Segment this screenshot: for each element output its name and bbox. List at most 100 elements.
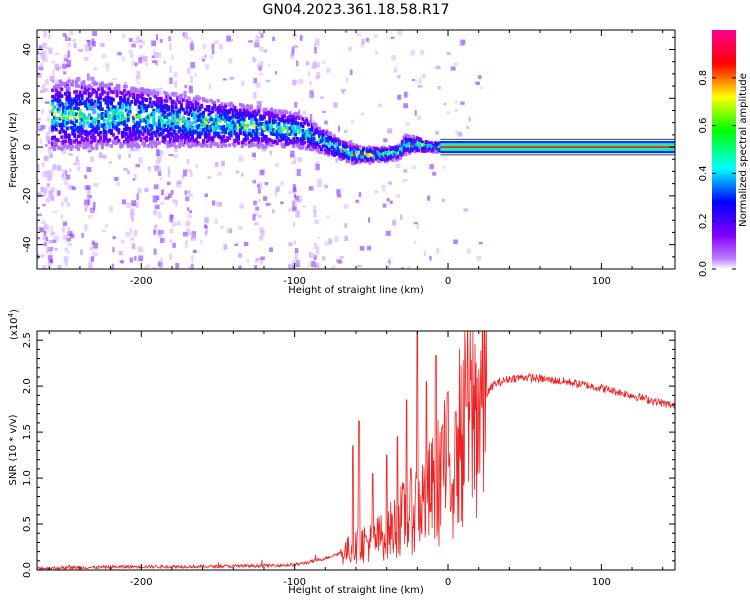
heatmap-speck bbox=[295, 199, 301, 203]
heatmap-cell bbox=[137, 100, 141, 104]
heatmap-cell bbox=[306, 144, 310, 148]
heatmap-column-cell bbox=[42, 171, 47, 177]
heatmap-speck bbox=[435, 248, 440, 254]
heatmap-column-cell bbox=[294, 260, 299, 265]
heatmap-column-cell bbox=[89, 76, 95, 81]
heatmap-column-cell bbox=[84, 174, 88, 179]
heatmap-cell bbox=[284, 110, 288, 115]
heatmap-column-cell bbox=[153, 52, 159, 59]
heatmap-cell bbox=[51, 112, 55, 116]
heatmap-cell bbox=[146, 131, 150, 136]
heatmap-cell bbox=[240, 140, 244, 145]
heatmap-cell bbox=[75, 99, 79, 103]
heatmap-column-cell bbox=[253, 212, 258, 216]
heatmap-cell bbox=[64, 120, 68, 124]
heatmap-cell bbox=[229, 133, 233, 137]
heatmap-column-cell bbox=[129, 227, 132, 235]
heatmap-cell bbox=[340, 154, 344, 158]
heatmap-cell bbox=[224, 113, 228, 118]
heatmap-speck bbox=[237, 253, 243, 258]
heatmap-cell bbox=[73, 123, 77, 128]
heatmap-cell bbox=[148, 92, 152, 96]
heatmap-cell bbox=[137, 90, 141, 94]
heatmap-column-cell bbox=[170, 189, 174, 195]
heatmap-cell bbox=[75, 119, 79, 123]
heatmap-cell bbox=[255, 132, 259, 136]
heatmap-cell bbox=[338, 156, 342, 161]
heatmap-cell bbox=[108, 124, 112, 129]
heatmap-cell bbox=[260, 145, 264, 149]
heatmap-cell bbox=[255, 126, 259, 130]
heatmap-cell bbox=[133, 135, 137, 140]
heatmap-cell bbox=[411, 141, 415, 146]
heatmap-cell bbox=[115, 109, 119, 114]
heatmap-speck bbox=[194, 72, 197, 78]
heatmap-cell bbox=[67, 95, 71, 100]
heatmap-cell bbox=[196, 109, 200, 113]
heatmap-speck bbox=[280, 201, 284, 205]
heatmap-cell bbox=[73, 128, 77, 133]
heatmap-cell bbox=[279, 134, 283, 139]
heatmap-cell bbox=[69, 147, 73, 151]
heatmap-speck bbox=[42, 203, 46, 207]
heatmap-cell bbox=[102, 135, 106, 139]
heatmap-cell bbox=[185, 123, 189, 128]
heatmap-cell bbox=[67, 140, 71, 144]
heatmap-cell bbox=[422, 147, 426, 151]
heatmap-speck bbox=[47, 34, 52, 39]
heatmap-cell bbox=[235, 126, 239, 131]
heatmap-cell bbox=[156, 137, 160, 141]
heatmap-cell bbox=[82, 138, 86, 143]
heatmap-cell bbox=[229, 102, 233, 107]
heatmap-cell bbox=[251, 113, 255, 118]
heatmap-cell bbox=[393, 147, 397, 152]
heatmap-cell bbox=[60, 112, 64, 117]
heatmap-cell bbox=[102, 126, 106, 130]
heatmap-speck bbox=[450, 66, 456, 71]
heatmap-cell bbox=[376, 150, 380, 155]
heatmap-cell bbox=[111, 90, 115, 95]
heatmap-cell bbox=[121, 105, 125, 110]
heatmap-speck bbox=[122, 33, 125, 39]
heatmap-cell bbox=[283, 109, 287, 114]
heatmap-cell bbox=[205, 124, 209, 129]
heatmap-cell bbox=[384, 147, 388, 151]
heatmap-cell bbox=[52, 119, 56, 123]
heatmap-cell bbox=[71, 121, 75, 125]
heatmap-cell bbox=[297, 116, 301, 120]
heatmap-speck bbox=[57, 265, 62, 269]
heatmap-cell bbox=[240, 116, 244, 121]
heatmap-cell bbox=[305, 118, 309, 123]
heatmap-cell bbox=[242, 128, 246, 132]
heatmap-cell bbox=[338, 139, 342, 144]
heatmap-cell bbox=[281, 117, 285, 121]
heatmap-cell bbox=[220, 126, 224, 131]
heatmap-cell bbox=[237, 119, 241, 124]
heatmap-cell bbox=[80, 131, 84, 136]
heatmap-cell bbox=[410, 142, 414, 147]
heatmap-cell bbox=[89, 129, 93, 134]
heatmap-cell bbox=[345, 159, 349, 164]
heatmap-speck bbox=[52, 164, 57, 170]
heatmap-speck bbox=[278, 113, 283, 120]
heatmap-cell bbox=[415, 142, 419, 147]
heatmap-column-cell bbox=[188, 190, 191, 197]
heatmap-cell bbox=[218, 135, 222, 140]
heatmap-cell bbox=[130, 144, 134, 149]
heatmap-speck bbox=[308, 262, 311, 267]
heatmap-speck bbox=[343, 204, 349, 209]
spectrogram-y-label: Frequency (Hz) bbox=[8, 112, 19, 188]
heatmap-cell bbox=[312, 135, 316, 139]
heatmap-speck bbox=[111, 263, 114, 269]
heatmap-cell bbox=[178, 135, 182, 140]
heatmap-cell bbox=[294, 140, 298, 144]
colorbar: 0.00.20.40.60.8 Normalized spectral ampl… bbox=[698, 30, 749, 277]
heatmap-cell bbox=[78, 99, 82, 104]
heatmap-band-core bbox=[440, 146, 675, 148]
heatmap-cell bbox=[295, 114, 299, 119]
heatmap-cell bbox=[73, 106, 77, 110]
heatmap-cell bbox=[316, 130, 320, 135]
heatmap-speck bbox=[88, 215, 93, 219]
heatmap-cell bbox=[110, 107, 114, 111]
heatmap-speck bbox=[360, 112, 365, 116]
